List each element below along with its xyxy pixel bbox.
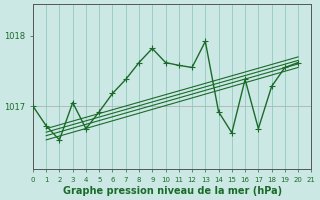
X-axis label: Graphe pression niveau de la mer (hPa): Graphe pression niveau de la mer (hPa)	[63, 186, 282, 196]
